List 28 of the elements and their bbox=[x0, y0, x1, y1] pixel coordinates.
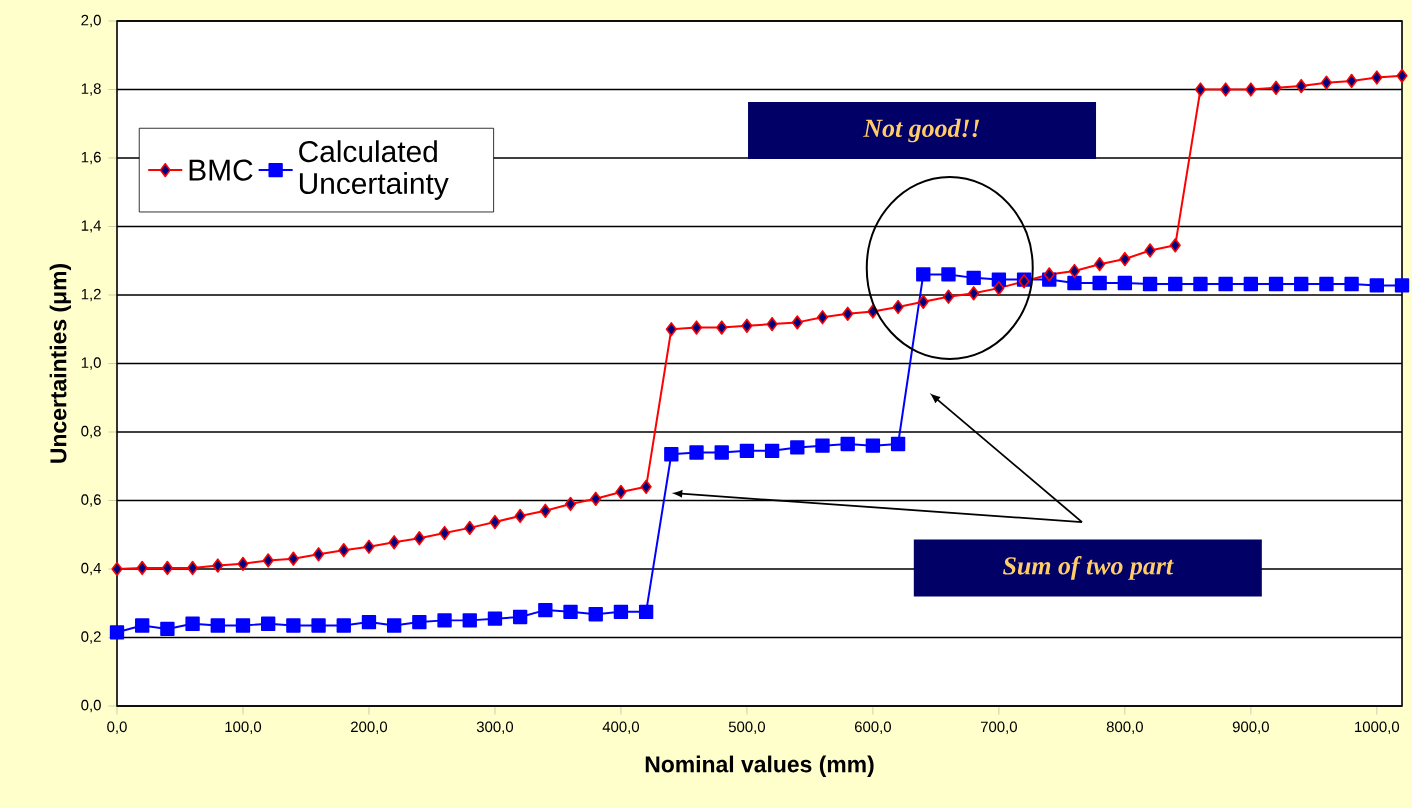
x-tick-label: 800,0 bbox=[1106, 721, 1143, 734]
annotation: Sum of two part bbox=[1003, 556, 1174, 580]
x-tick-label: 600,0 bbox=[854, 721, 891, 734]
x-tick-label: 700,0 bbox=[980, 721, 1017, 734]
y-tick-label: 1,2 bbox=[81, 288, 101, 302]
annotation: Not good!! bbox=[863, 118, 980, 143]
y-tick-label: 0,4 bbox=[81, 562, 102, 576]
x-tick-label: 200,0 bbox=[351, 721, 388, 734]
x-tick-label: 400,0 bbox=[602, 721, 640, 734]
x-tick-label: 300,0 bbox=[476, 721, 514, 734]
x-axis-title: Nominal values (mm) bbox=[645, 755, 874, 777]
x-tick-label: 100,0 bbox=[225, 721, 262, 734]
y-tick-label: 0,2 bbox=[81, 631, 101, 644]
y-tick-label: 0,0 bbox=[81, 699, 101, 713]
x-tick-label: 500,0 bbox=[728, 721, 766, 734]
y-tick-label: 1,4 bbox=[81, 220, 102, 233]
y-tick-label: 0,8 bbox=[81, 425, 101, 439]
x-tick-label: 1000,0 bbox=[1355, 721, 1400, 734]
x-tick-label: 0,0 bbox=[107, 721, 127, 734]
y-tick-label: 2,0 bbox=[81, 14, 101, 28]
legend-label: BMC bbox=[189, 159, 253, 181]
legend-label: Calculated Uncertainty bbox=[299, 140, 449, 200]
y-tick-label: 1,6 bbox=[81, 151, 101, 165]
y-tick-label: 1,0 bbox=[81, 357, 101, 370]
y-tick-label: 1,8 bbox=[81, 83, 101, 96]
y-tick-label: 0,6 bbox=[81, 494, 101, 507]
x-tick-label: 900,0 bbox=[1232, 721, 1269, 734]
y-axis-title: Uncertainties (μm) bbox=[49, 264, 71, 463]
